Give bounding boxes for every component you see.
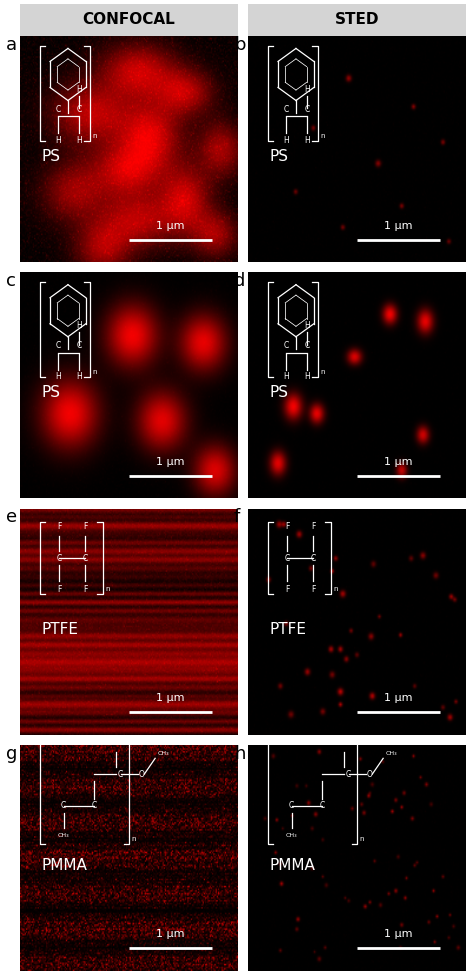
Text: C: C (76, 105, 82, 114)
Text: C: C (289, 802, 294, 811)
Text: C: C (56, 554, 62, 562)
Text: n: n (131, 836, 136, 842)
Text: C: C (83, 554, 88, 562)
Text: PS: PS (270, 385, 289, 400)
Text: H: H (283, 135, 289, 145)
Text: C: C (283, 342, 289, 350)
Text: C: C (284, 554, 290, 562)
Text: 1 μm: 1 μm (384, 929, 413, 939)
Text: F: F (57, 523, 62, 531)
Text: n: n (320, 133, 324, 139)
Text: n: n (92, 369, 96, 376)
Text: C: C (346, 770, 351, 778)
Text: H: H (76, 372, 82, 380)
Text: PTFE: PTFE (270, 622, 307, 636)
Text: C: C (91, 802, 97, 811)
Text: H: H (304, 135, 310, 145)
Text: H: H (304, 372, 310, 380)
Text: C: C (118, 770, 123, 778)
Text: C: C (55, 342, 61, 350)
Text: STED: STED (335, 13, 379, 27)
Text: 1 μm: 1 μm (156, 457, 185, 467)
Text: C: C (61, 802, 66, 811)
Text: n: n (333, 586, 337, 593)
Text: C: C (311, 554, 316, 562)
Text: H: H (283, 372, 289, 380)
Text: H: H (55, 135, 61, 145)
Text: c: c (6, 272, 16, 290)
Text: C: C (283, 105, 289, 114)
Text: 1 μm: 1 μm (384, 693, 413, 703)
Text: F: F (285, 586, 290, 595)
Text: F: F (83, 586, 88, 595)
Text: 1 μm: 1 μm (384, 221, 413, 231)
Text: H: H (76, 135, 82, 145)
Text: O: O (367, 770, 373, 778)
Text: a: a (6, 36, 17, 54)
Text: 1 μm: 1 μm (156, 929, 185, 939)
Text: CH₃: CH₃ (58, 833, 69, 838)
Text: PTFE: PTFE (42, 622, 79, 636)
Text: H: H (76, 85, 82, 93)
Text: C: C (319, 802, 325, 811)
Text: PS: PS (42, 385, 61, 400)
Text: 1 μm: 1 μm (156, 221, 185, 231)
Text: CONFOCAL: CONFOCAL (82, 13, 175, 27)
Text: H: H (55, 372, 61, 380)
Text: g: g (6, 744, 18, 763)
Text: PS: PS (270, 149, 289, 164)
Text: f: f (234, 509, 240, 526)
Text: C: C (304, 105, 310, 114)
Text: F: F (311, 586, 316, 595)
Text: O: O (139, 770, 145, 778)
Text: PS: PS (42, 149, 61, 164)
Text: CH₃: CH₃ (157, 751, 169, 756)
Text: F: F (83, 523, 88, 531)
Text: H: H (76, 321, 82, 330)
Text: O: O (341, 738, 347, 747)
Text: F: F (57, 586, 62, 595)
Text: n: n (105, 586, 109, 593)
Text: F: F (285, 523, 290, 531)
Text: O: O (113, 738, 119, 747)
Text: n: n (320, 369, 324, 376)
Text: n: n (359, 836, 364, 842)
Text: H: H (304, 321, 310, 330)
Text: PMMA: PMMA (42, 858, 88, 873)
Text: 1 μm: 1 μm (156, 693, 185, 703)
Text: CH₃: CH₃ (286, 833, 297, 838)
Text: C: C (76, 342, 82, 350)
Text: F: F (311, 523, 316, 531)
Text: H: H (304, 85, 310, 93)
Text: d: d (234, 272, 246, 290)
Text: CH₃: CH₃ (385, 751, 397, 756)
Text: b: b (234, 36, 246, 54)
Text: C: C (304, 342, 310, 350)
Text: 1 μm: 1 μm (384, 457, 413, 467)
Text: h: h (234, 744, 246, 763)
Text: n: n (92, 133, 96, 139)
Text: C: C (55, 105, 61, 114)
Text: PMMA: PMMA (270, 858, 316, 873)
Text: e: e (6, 509, 17, 526)
